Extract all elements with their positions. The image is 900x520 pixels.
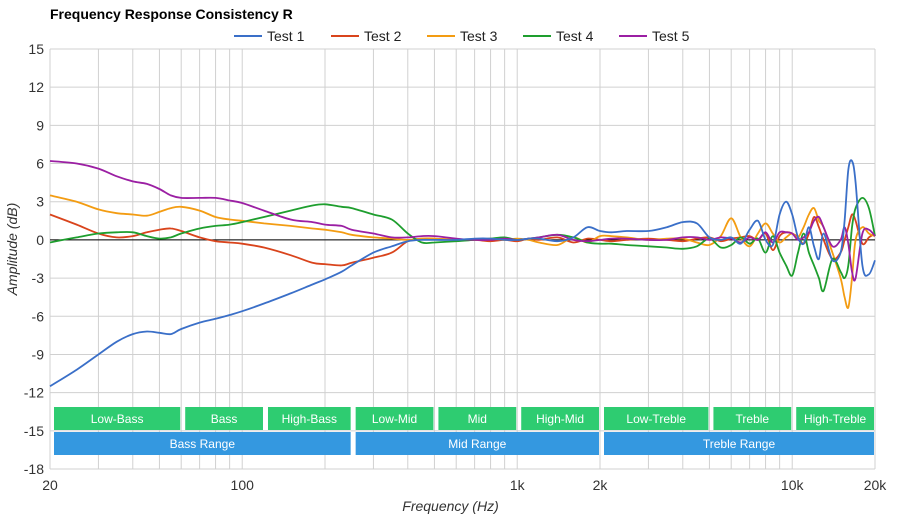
- band-label: High-Treble: [804, 412, 867, 426]
- legend-label: Test 5: [652, 28, 690, 44]
- band-lower: [604, 432, 874, 455]
- series-line-test-3: [49, 194, 876, 309]
- grid: [49, 48, 876, 470]
- band-upper: [521, 407, 599, 430]
- band-label: Bass: [211, 412, 238, 426]
- y-tick-label: 3: [36, 194, 44, 210]
- band-upper: [713, 407, 792, 430]
- legend-label: Test 4: [556, 28, 594, 44]
- y-tick-label: -12: [24, 385, 44, 401]
- y-tick-label: 6: [36, 156, 44, 172]
- x-tick-label: 100: [231, 477, 255, 493]
- series-lines: [49, 159, 876, 388]
- band-upper: [438, 407, 517, 430]
- band-label: Mid: [468, 412, 487, 426]
- band-label: Treble Range: [703, 437, 776, 451]
- y-tick-label: 15: [28, 41, 44, 57]
- series-line-test-4: [49, 197, 876, 293]
- band-label: Low-Treble: [626, 412, 686, 426]
- y-tick-label: -15: [24, 423, 44, 439]
- band-label: Treble: [736, 412, 770, 426]
- y-axis-label: Amplitude (dB): [4, 203, 20, 297]
- series-line-test-1: [49, 159, 876, 388]
- band-label: Bass Range: [170, 437, 236, 451]
- x-tick-label: 1k: [510, 477, 526, 493]
- y-tick-label: 9: [36, 117, 44, 133]
- band-upper: [185, 407, 263, 430]
- y-tick-label: 0: [36, 232, 44, 248]
- band-label: Mid Range: [448, 437, 506, 451]
- x-tick-label: 2k: [593, 477, 609, 493]
- legend-label: Test 1: [267, 28, 305, 44]
- band-upper: [267, 407, 351, 430]
- band-label: Low-Bass: [91, 412, 144, 426]
- band-lower: [355, 432, 599, 455]
- band-upper: [355, 407, 434, 430]
- band-label: Low-Mid: [372, 412, 417, 426]
- x-axis-label: Frequency (Hz): [402, 498, 498, 514]
- band-upper: [54, 407, 181, 430]
- band-upper: [604, 407, 709, 430]
- band-label: High-Mid: [536, 412, 584, 426]
- legend-label: Test 2: [364, 28, 402, 44]
- chart-title: Frequency Response Consistency R: [50, 6, 293, 22]
- band-label: High-Bass: [282, 412, 337, 426]
- series-line-test-2: [49, 213, 876, 267]
- legend: Test 1 Test 2 Test 3 Test 4 Test 5: [234, 28, 690, 44]
- y-tick-label: -6: [32, 308, 45, 324]
- x-tick-labels: 20 100 1k 2k 10k 20k: [42, 477, 887, 493]
- y-tick-label: -3: [32, 270, 45, 286]
- x-tick-label: 20: [42, 477, 58, 493]
- legend-label: Test 3: [460, 28, 498, 44]
- band-lower: [54, 432, 351, 455]
- y-tick-label: 12: [28, 79, 44, 95]
- y-tick-labels: 15 12 9 6 3 0 -3 -6 -9 -12 -15 -18: [24, 41, 44, 477]
- series-line-test-5: [49, 160, 876, 282]
- x-tick-label: 20k: [864, 477, 888, 493]
- band-upper: [796, 407, 874, 430]
- x-tick-label: 10k: [781, 477, 805, 493]
- y-tick-label: -9: [32, 346, 45, 362]
- y-tick-label: -18: [24, 461, 44, 477]
- frequency-bands: Low-Bass Bass High-Bass Low-Mid Mid High-Mid L…: [54, 407, 874, 455]
